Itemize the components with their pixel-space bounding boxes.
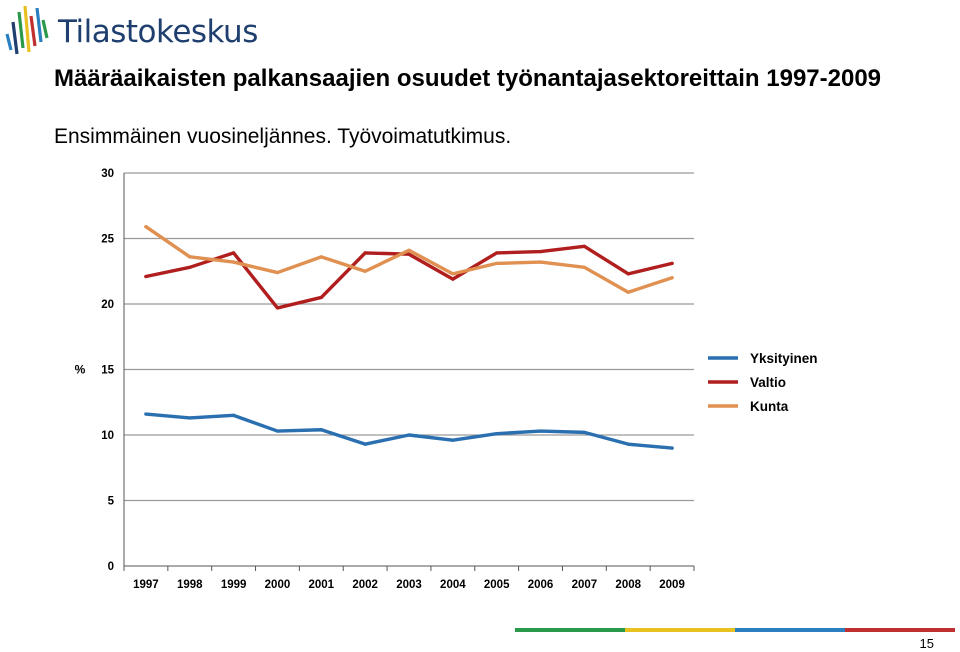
data-point-kunta (582, 265, 586, 269)
logo-text: Tilastokeskus (58, 14, 258, 50)
data-point-kunta (363, 269, 367, 273)
y-tick-label: 10 (101, 430, 114, 442)
series-line-yksityinen (144, 412, 674, 450)
data-point-valtio (144, 274, 148, 279)
y-tick-label: 30 (101, 168, 114, 180)
x-tick-label: 1998 (177, 579, 203, 591)
data-point-yksityinen (495, 432, 499, 436)
data-point-valtio (407, 252, 411, 256)
x-tick-label: 2002 (352, 579, 378, 591)
data-point-kunta (626, 290, 630, 294)
x-tick-label: 1999 (221, 579, 247, 591)
data-point-yksityinen (407, 433, 411, 437)
x-tick-label: 2007 (572, 579, 598, 591)
data-point-valtio (495, 251, 499, 255)
line-chart: 0 5 10 15 20 25 30 1997 1998 1999 2000 2001 2002 2003… (75, 168, 818, 591)
x-tick-label: 2001 (309, 579, 335, 591)
data-point-kunta (451, 272, 455, 276)
data-point-yksityinen (232, 413, 236, 417)
y-axis-label: % (75, 363, 86, 377)
x-tick-label: 2004 (440, 579, 466, 591)
data-point-yksityinen (319, 428, 323, 432)
data-point-yksityinen (144, 412, 148, 416)
data-point-yksityinen (363, 442, 367, 446)
x-tick-label: 1997 (133, 579, 159, 591)
data-point-valtio (538, 250, 543, 254)
x-tick-label: 2006 (528, 579, 554, 591)
data-point-yksityinen (670, 446, 674, 450)
footer-bar-red (845, 628, 955, 632)
y-tick-label: 25 (101, 234, 114, 246)
data-point-valtio (582, 244, 586, 248)
page-number: 15 (919, 636, 934, 651)
data-point-valtio (626, 272, 630, 276)
data-point-yksityinen (582, 430, 586, 434)
y-tick-label: 15 (101, 365, 114, 377)
x-tick-label: 2005 (484, 579, 510, 591)
y-tick-label: 0 (108, 561, 114, 573)
data-point-valtio (319, 295, 323, 300)
data-point-yksityinen (538, 429, 543, 433)
page-subtitle: Ensimmäinen vuosineljännes. Työvoimatutk… (54, 125, 512, 148)
footer-bar-yellow (625, 628, 735, 632)
y-tick-label: 20 (101, 299, 114, 311)
tilastokeskus-logo: Tilastokeskus (4, 4, 258, 55)
data-point-kunta (319, 255, 323, 259)
logo-mark-icon (5, 5, 49, 55)
data-point-kunta (188, 255, 192, 259)
legend-label-yksityinen: Yksityinen (750, 351, 818, 366)
legend-label-valtio: Valtio (750, 375, 786, 390)
y-tick-label: 5 (108, 496, 115, 508)
x-tick-label: 2000 (265, 579, 291, 591)
footer-bar-blue (735, 628, 845, 632)
footer-bar-green (515, 628, 625, 632)
data-point-yksityinen (626, 442, 630, 446)
data-point-valtio (363, 251, 367, 255)
data-point-valtio (232, 251, 236, 255)
data-point-yksityinen (275, 429, 280, 433)
series-line-kunta (144, 225, 674, 294)
data-point-kunta (144, 225, 148, 229)
data-point-valtio (275, 306, 280, 310)
x-tick-label: 2003 (396, 579, 422, 591)
legend-label-kunta: Kunta (750, 399, 789, 414)
data-point-kunta (538, 260, 543, 264)
data-point-yksityinen (188, 416, 192, 420)
x-tick-label: 2009 (659, 579, 685, 591)
data-point-kunta (407, 248, 411, 252)
x-tick-label: 2008 (615, 579, 641, 591)
data-point-kunta (232, 260, 236, 264)
data-point-yksityinen (451, 438, 455, 442)
data-point-kunta (275, 270, 280, 275)
data-point-valtio (670, 261, 674, 265)
data-point-valtio (451, 277, 455, 281)
data-point-valtio (188, 265, 192, 269)
data-point-kunta (495, 261, 499, 265)
data-point-kunta (670, 276, 674, 280)
page-title: Määräaikaisten palkansaajien osuudet työ… (54, 65, 882, 92)
